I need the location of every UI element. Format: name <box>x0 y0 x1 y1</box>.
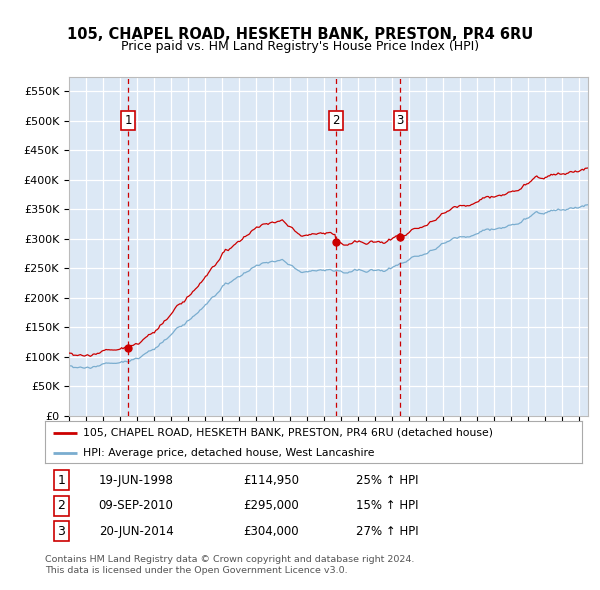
Text: £114,950: £114,950 <box>244 474 299 487</box>
Text: 2: 2 <box>57 499 65 513</box>
Text: 27% ↑ HPI: 27% ↑ HPI <box>356 525 419 538</box>
Text: HPI: Average price, detached house, West Lancashire: HPI: Average price, detached house, West… <box>83 448 374 457</box>
Text: This data is licensed under the Open Government Licence v3.0.: This data is licensed under the Open Gov… <box>45 566 347 575</box>
Text: Price paid vs. HM Land Registry's House Price Index (HPI): Price paid vs. HM Land Registry's House … <box>121 40 479 53</box>
Text: Contains HM Land Registry data © Crown copyright and database right 2024.: Contains HM Land Registry data © Crown c… <box>45 555 415 564</box>
Text: 1: 1 <box>124 114 132 127</box>
Text: 25% ↑ HPI: 25% ↑ HPI <box>356 474 419 487</box>
Text: 15% ↑ HPI: 15% ↑ HPI <box>356 499 419 513</box>
Text: £295,000: £295,000 <box>244 499 299 513</box>
Text: 3: 3 <box>397 114 404 127</box>
Text: 19-JUN-1998: 19-JUN-1998 <box>98 474 173 487</box>
Text: 09-SEP-2010: 09-SEP-2010 <box>98 499 173 513</box>
Text: 105, CHAPEL ROAD, HESKETH BANK, PRESTON, PR4 6RU (detached house): 105, CHAPEL ROAD, HESKETH BANK, PRESTON,… <box>83 428 493 438</box>
Text: 2: 2 <box>332 114 340 127</box>
Text: 1: 1 <box>57 474 65 487</box>
Text: £304,000: £304,000 <box>244 525 299 538</box>
Text: 105, CHAPEL ROAD, HESKETH BANK, PRESTON, PR4 6RU: 105, CHAPEL ROAD, HESKETH BANK, PRESTON,… <box>67 27 533 42</box>
Text: 20-JUN-2014: 20-JUN-2014 <box>98 525 173 538</box>
Text: 3: 3 <box>57 525 65 538</box>
